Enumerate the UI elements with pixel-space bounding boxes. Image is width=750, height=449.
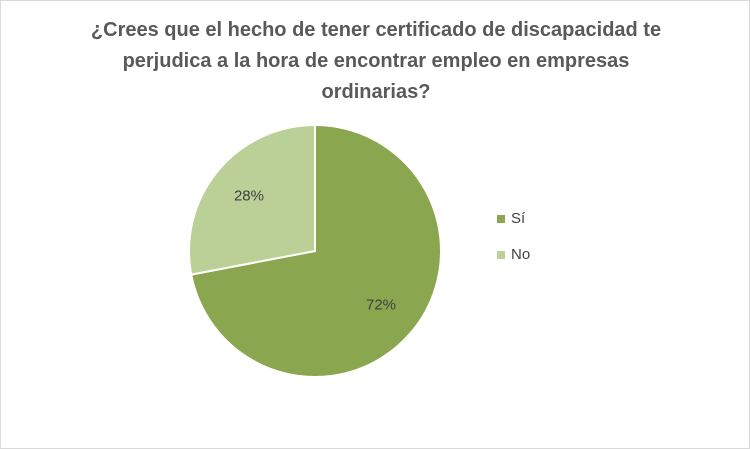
pie-slice (188, 123, 316, 276)
legend-swatch (497, 215, 505, 223)
pie-slice (190, 123, 442, 378)
data-label: 72% (366, 297, 396, 314)
legend-label: No (511, 246, 530, 263)
data-label: 28% (234, 187, 264, 204)
legend-label: Sí (511, 210, 526, 227)
chart-title: ¿Crees que el hecho de tener certificado… (90, 19, 662, 103)
legend-swatch (497, 251, 505, 259)
